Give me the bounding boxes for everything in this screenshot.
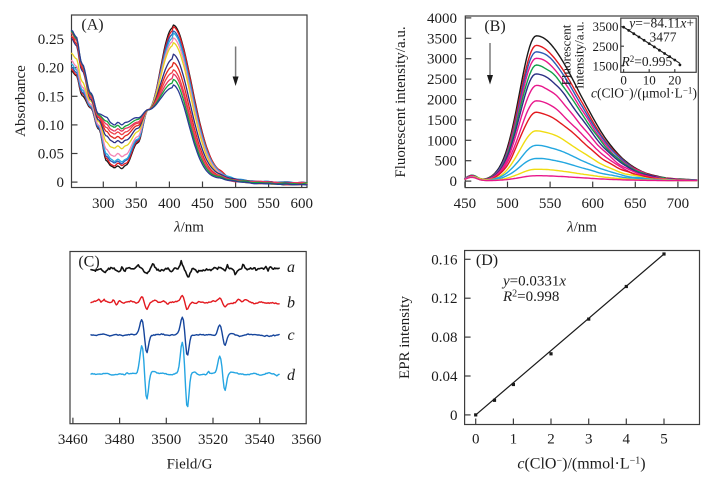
- svg-text:0.16: 0.16: [431, 252, 458, 268]
- svg-text:450: 450: [454, 196, 477, 212]
- svg-text:c: c: [287, 327, 294, 344]
- svg-text:0.05: 0.05: [38, 147, 64, 163]
- svg-text:EPR intensity: EPR intensity: [397, 296, 413, 379]
- svg-text:20: 20: [668, 73, 681, 88]
- svg-text:3480: 3480: [105, 432, 135, 448]
- svg-text:10: 10: [643, 73, 656, 88]
- svg-text:3500: 3500: [151, 432, 181, 448]
- svg-text:R2=0.998: R2=0.998: [502, 289, 559, 306]
- svg-text:0: 0: [450, 174, 458, 190]
- svg-text:0: 0: [57, 175, 65, 191]
- svg-text:550: 550: [257, 196, 280, 212]
- svg-text:0.08: 0.08: [431, 330, 457, 346]
- svg-text:500: 500: [435, 154, 458, 170]
- svg-text:350: 350: [125, 196, 148, 212]
- svg-text:Absorbance: Absorbance: [13, 65, 29, 137]
- svg-text:0.20: 0.20: [38, 61, 64, 77]
- svg-text:0.25: 0.25: [38, 32, 64, 48]
- svg-text:a: a: [287, 259, 295, 276]
- svg-text:3520: 3520: [198, 432, 228, 448]
- svg-text:1: 1: [510, 432, 518, 448]
- svg-text:λ/nm: λ/nm: [566, 220, 597, 236]
- svg-text:2500: 2500: [427, 72, 457, 88]
- svg-text:(D): (D): [476, 252, 498, 269]
- svg-text:4: 4: [623, 432, 631, 448]
- svg-text:3: 3: [585, 432, 593, 448]
- svg-text:1500: 1500: [593, 58, 619, 73]
- svg-text:Field/G: Field/G: [167, 457, 213, 473]
- svg-text:0.04: 0.04: [431, 369, 458, 385]
- svg-text:3477: 3477: [650, 30, 677, 45]
- svg-text:c(ClO−)/(mmol·L−1): c(ClO−)/(mmol·L−1): [517, 456, 645, 473]
- svg-text:500: 500: [496, 196, 519, 212]
- svg-text:b: b: [287, 295, 295, 312]
- svg-text:500: 500: [224, 196, 247, 212]
- svg-text:550: 550: [539, 196, 562, 212]
- svg-text:300: 300: [92, 196, 115, 212]
- svg-text:d: d: [287, 367, 296, 384]
- svg-text:λ/nm: λ/nm: [173, 220, 204, 236]
- svg-text:3540: 3540: [245, 432, 275, 448]
- svg-text:4000: 4000: [427, 11, 457, 27]
- svg-text:700: 700: [667, 196, 690, 212]
- svg-text:1000: 1000: [427, 133, 457, 149]
- svg-text:y=0.0331x: y=0.0331x: [501, 274, 566, 290]
- svg-text:(C): (C): [78, 254, 99, 271]
- svg-text:c(ClO−)/(μmol·L−1): c(ClO−)/(μmol·L−1): [591, 86, 697, 101]
- svg-text:3500: 3500: [593, 19, 619, 34]
- svg-text:intensity/a.u.: intensity/a.u.: [572, 21, 587, 88]
- svg-text:3500: 3500: [427, 31, 457, 47]
- svg-text:600: 600: [581, 196, 604, 212]
- svg-text:600: 600: [290, 196, 313, 212]
- svg-text:0: 0: [472, 432, 480, 448]
- svg-text:Fluorescent intensity/a.u.: Fluorescent intensity/a.u.: [393, 26, 409, 177]
- svg-text:2000: 2000: [427, 93, 457, 109]
- svg-text:5: 5: [660, 432, 668, 448]
- svg-text:1500: 1500: [427, 113, 457, 129]
- svg-text:400: 400: [158, 196, 181, 212]
- svg-text:y=−84.11x+: y=−84.11x+: [627, 16, 694, 31]
- svg-text:(A): (A): [81, 17, 103, 34]
- svg-text:450: 450: [191, 196, 214, 212]
- svg-text:0: 0: [620, 73, 627, 88]
- svg-text:3460: 3460: [58, 432, 88, 448]
- svg-text:R2=0.995: R2=0.995: [621, 54, 673, 69]
- svg-text:Fluorescent: Fluorescent: [559, 24, 574, 85]
- svg-text:0: 0: [450, 408, 458, 424]
- svg-text:3000: 3000: [427, 52, 457, 68]
- svg-text:0.15: 0.15: [38, 89, 64, 105]
- svg-text:2500: 2500: [593, 39, 619, 54]
- svg-text:0.10: 0.10: [38, 118, 64, 134]
- svg-text:(B): (B): [484, 18, 505, 35]
- svg-text:3560: 3560: [291, 432, 321, 448]
- svg-text:650: 650: [624, 196, 647, 212]
- svg-text:2: 2: [547, 432, 555, 448]
- svg-text:0.12: 0.12: [431, 291, 457, 307]
